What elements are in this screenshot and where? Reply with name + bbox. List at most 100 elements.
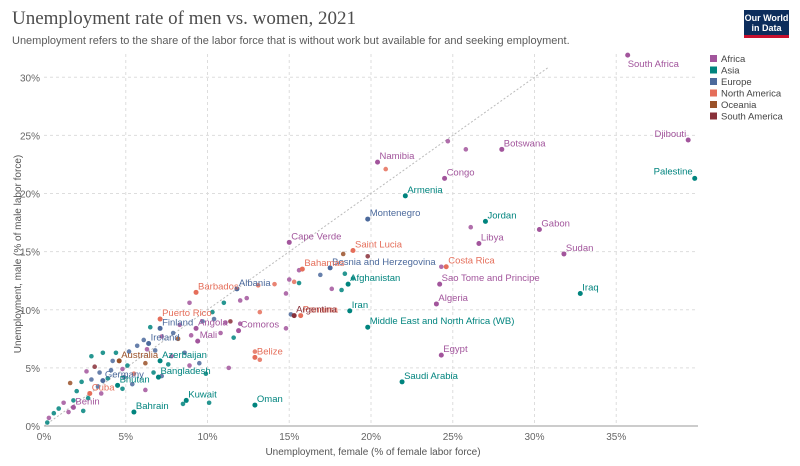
data-point[interactable] xyxy=(272,281,277,287)
data-point[interactable] xyxy=(87,390,93,396)
data-point[interactable] xyxy=(365,324,371,330)
data-point[interactable] xyxy=(339,287,344,293)
data-point[interactable] xyxy=(120,366,125,372)
data-point[interactable] xyxy=(141,337,147,343)
data-point[interactable] xyxy=(115,382,121,388)
data-point[interactable] xyxy=(291,313,297,319)
data-point[interactable] xyxy=(46,415,52,421)
legend-swatch[interactable] xyxy=(710,78,717,85)
data-point[interactable] xyxy=(197,360,202,366)
data-point[interactable] xyxy=(108,367,114,373)
data-point[interactable] xyxy=(298,313,304,319)
data-point[interactable] xyxy=(365,253,371,259)
data-point[interactable] xyxy=(177,322,183,328)
data-point[interactable] xyxy=(134,343,140,349)
data-point[interactable] xyxy=(85,395,91,401)
legend-label[interactable]: South America xyxy=(721,112,783,123)
data-point[interactable] xyxy=(188,333,194,338)
data-point[interactable] xyxy=(125,363,130,368)
data-point[interactable] xyxy=(56,406,62,411)
data-point[interactable] xyxy=(89,353,94,359)
data-point[interactable] xyxy=(625,52,631,58)
legend-label[interactable]: North America xyxy=(721,89,782,100)
data-point[interactable] xyxy=(210,309,215,315)
legend-swatch[interactable] xyxy=(710,55,717,62)
data-point[interactable] xyxy=(61,400,66,406)
data-point[interactable] xyxy=(97,370,102,375)
legend-label[interactable]: Oceania xyxy=(721,100,757,111)
data-point[interactable] xyxy=(383,166,389,172)
data-point[interactable] xyxy=(255,283,261,288)
data-point[interactable] xyxy=(92,364,97,370)
data-point[interactable] xyxy=(143,360,148,366)
data-point[interactable] xyxy=(226,365,232,371)
data-point[interactable] xyxy=(51,410,57,416)
data-point[interactable] xyxy=(283,326,289,331)
data-point[interactable] xyxy=(159,334,165,339)
data-point[interactable] xyxy=(345,281,351,287)
data-point[interactable] xyxy=(286,239,292,245)
data-point[interactable] xyxy=(237,321,243,327)
data-point[interactable] xyxy=(80,408,86,414)
data-point[interactable] xyxy=(299,266,305,272)
data-point[interactable] xyxy=(169,353,174,359)
data-point[interactable] xyxy=(318,272,323,278)
data-point[interactable] xyxy=(296,280,302,286)
data-point[interactable] xyxy=(445,138,451,144)
data-point[interactable] xyxy=(195,338,201,344)
data-point[interactable] xyxy=(143,387,148,393)
data-point[interactable] xyxy=(231,335,236,340)
data-point[interactable] xyxy=(152,348,158,353)
data-point[interactable] xyxy=(234,286,240,292)
data-point[interactable] xyxy=(237,298,243,303)
data-point[interactable] xyxy=(110,358,115,364)
data-point[interactable] xyxy=(113,350,119,356)
data-point[interactable] xyxy=(155,374,161,380)
data-point[interactable] xyxy=(257,309,263,315)
data-point[interactable] xyxy=(482,218,488,224)
data-point[interactable] xyxy=(120,386,125,392)
legend-label[interactable]: Asia xyxy=(721,66,740,77)
data-point[interactable] xyxy=(183,397,189,403)
data-point[interactable] xyxy=(121,374,127,380)
data-point[interactable] xyxy=(71,398,76,403)
data-point[interactable] xyxy=(692,175,698,181)
data-point[interactable] xyxy=(347,308,353,314)
data-point[interactable] xyxy=(79,379,84,385)
data-point[interactable] xyxy=(399,379,405,385)
data-point[interactable] xyxy=(203,371,209,376)
data-point[interactable] xyxy=(365,216,371,222)
data-point[interactable] xyxy=(70,404,76,410)
data-point[interactable] xyxy=(129,381,135,387)
legend-swatch[interactable] xyxy=(710,101,717,108)
data-point[interactable] xyxy=(165,362,171,367)
data-point[interactable] xyxy=(116,358,122,364)
data-point[interactable] xyxy=(402,193,408,199)
legend-label[interactable]: Europe xyxy=(721,77,752,88)
data-point[interactable] xyxy=(286,277,292,282)
data-point[interactable] xyxy=(146,340,152,346)
data-point[interactable] xyxy=(342,271,348,277)
data-point[interactable] xyxy=(200,319,205,324)
data-point[interactable] xyxy=(157,316,163,322)
data-point[interactable] xyxy=(468,224,474,230)
data-point[interactable] xyxy=(536,227,542,233)
data-point[interactable] xyxy=(252,354,258,360)
data-point[interactable] xyxy=(437,281,443,287)
data-point[interactable] xyxy=(170,330,176,336)
data-point[interactable] xyxy=(228,319,233,324)
data-point[interactable] xyxy=(206,400,212,406)
data-point[interactable] xyxy=(350,276,356,281)
data-point[interactable] xyxy=(193,289,199,295)
data-point[interactable] xyxy=(236,328,242,334)
data-point[interactable] xyxy=(577,290,583,296)
data-point[interactable] xyxy=(100,350,106,356)
data-point[interactable] xyxy=(252,349,258,354)
data-point[interactable] xyxy=(182,350,187,356)
data-point[interactable] xyxy=(685,137,691,143)
data-point[interactable] xyxy=(187,363,192,368)
data-point[interactable] xyxy=(257,357,263,363)
data-point[interactable] xyxy=(327,265,333,271)
data-point[interactable] xyxy=(105,376,111,381)
